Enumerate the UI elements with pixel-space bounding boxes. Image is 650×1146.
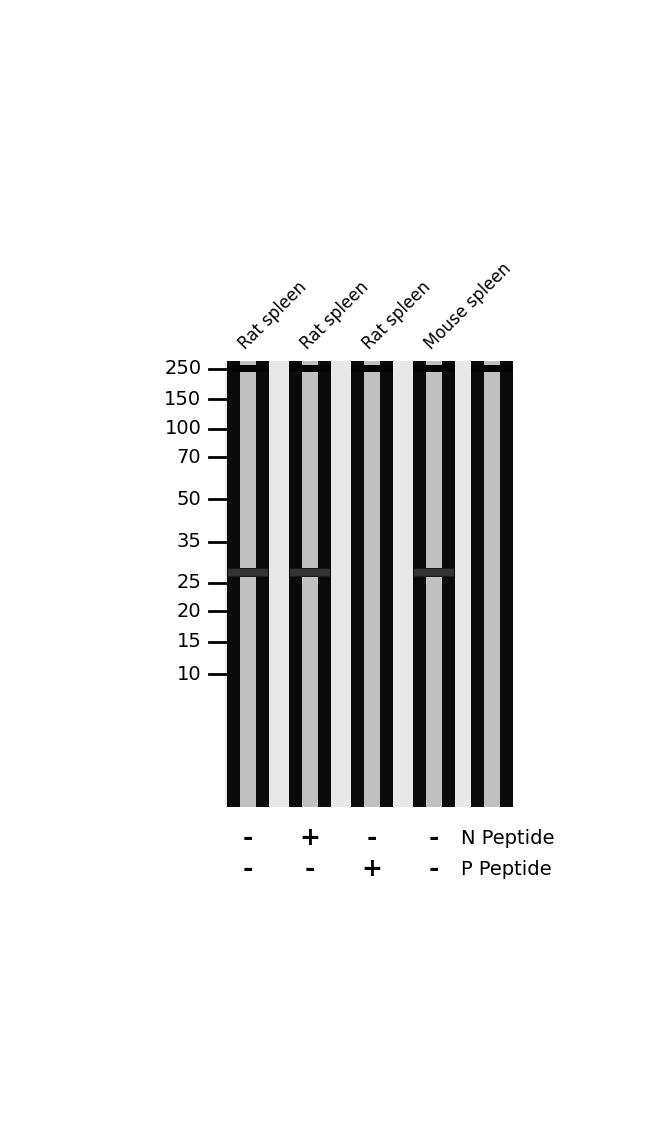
Bar (414, 570, 454, 575)
Bar (290, 568, 330, 578)
Text: 70: 70 (177, 448, 202, 466)
Text: -: - (242, 826, 253, 850)
Text: 150: 150 (164, 390, 202, 409)
Text: Rat spleen: Rat spleen (359, 278, 434, 353)
Bar (228, 568, 268, 578)
Bar (414, 568, 454, 578)
Text: Mouse spleen: Mouse spleen (421, 260, 515, 353)
Text: 100: 100 (164, 419, 202, 438)
Text: Rat spleen: Rat spleen (297, 278, 372, 353)
Bar (413, 366, 455, 371)
Bar (350, 366, 393, 371)
Text: -: - (242, 857, 253, 881)
Bar (289, 366, 332, 371)
Bar (225, 361, 504, 808)
Text: 15: 15 (177, 633, 202, 651)
Text: -: - (305, 857, 315, 881)
Text: P Peptide: P Peptide (461, 860, 552, 879)
Bar (228, 570, 268, 575)
Bar (350, 361, 393, 808)
Bar (364, 361, 380, 808)
Text: 50: 50 (177, 490, 202, 509)
Bar (471, 366, 514, 371)
Bar (426, 361, 441, 808)
Bar (484, 361, 500, 808)
Bar (290, 570, 330, 575)
Text: Rat spleen: Rat spleen (235, 278, 310, 353)
Text: 10: 10 (177, 665, 202, 684)
Bar (289, 361, 332, 808)
Text: +: + (361, 857, 382, 881)
Bar (413, 361, 455, 808)
Text: -: - (429, 826, 439, 850)
Bar (240, 361, 255, 808)
Text: +: + (300, 826, 320, 850)
Text: -: - (429, 857, 439, 881)
Bar (302, 361, 318, 808)
Text: 250: 250 (164, 359, 202, 378)
Text: N Peptide: N Peptide (461, 829, 554, 848)
Bar (227, 361, 269, 808)
Text: 25: 25 (177, 573, 202, 592)
Bar (471, 361, 514, 808)
Bar (227, 366, 269, 371)
Text: 35: 35 (177, 532, 202, 551)
Text: -: - (367, 826, 377, 850)
Text: 20: 20 (177, 602, 202, 621)
